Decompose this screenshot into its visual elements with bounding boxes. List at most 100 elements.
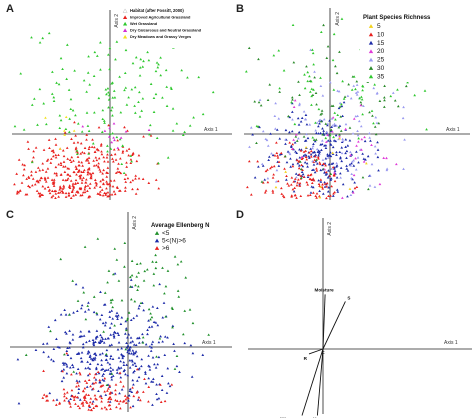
data-point xyxy=(270,152,273,155)
legend-a-entry: Improved Agricultural Grassland xyxy=(130,15,191,20)
data-point xyxy=(326,190,330,193)
data-point xyxy=(41,162,45,165)
data-point xyxy=(340,146,344,149)
data-point xyxy=(63,170,67,173)
data-point xyxy=(70,373,73,376)
data-point xyxy=(244,70,248,73)
axis1-label-b: Axis 1 xyxy=(446,127,460,133)
data-point xyxy=(136,288,139,291)
data-point xyxy=(340,17,344,20)
data-point xyxy=(311,177,315,180)
data-point xyxy=(109,397,113,401)
data-point xyxy=(294,133,298,136)
data-point xyxy=(94,378,98,381)
data-point xyxy=(108,46,112,50)
data-point xyxy=(293,186,297,190)
data-point xyxy=(338,172,342,175)
data-point xyxy=(319,30,323,33)
data-point xyxy=(271,176,275,179)
data-point xyxy=(130,390,134,393)
data-point xyxy=(65,365,69,368)
data-point xyxy=(74,147,78,151)
data-point xyxy=(80,303,84,307)
data-point xyxy=(293,194,297,197)
data-point xyxy=(108,184,112,187)
data-point xyxy=(54,165,58,169)
data-point xyxy=(319,84,323,88)
data-point xyxy=(111,114,114,117)
data-point xyxy=(344,127,348,131)
data-point xyxy=(302,110,306,113)
data-point xyxy=(88,186,92,190)
data-point xyxy=(82,176,85,179)
data-point xyxy=(129,336,133,339)
data-point xyxy=(82,389,85,393)
legend-c-marker-triangle-icon xyxy=(154,231,160,235)
data-point xyxy=(75,372,78,375)
data-point xyxy=(95,335,99,338)
data-point xyxy=(30,173,33,177)
data-point xyxy=(101,178,105,181)
data-point xyxy=(124,347,128,351)
data-point xyxy=(115,185,119,189)
data-point xyxy=(319,120,323,123)
data-point xyxy=(350,172,354,176)
legend-a-entry: Dry Meadows and Grassy Verges xyxy=(130,34,191,39)
data-point xyxy=(87,408,91,411)
data-point xyxy=(308,151,311,154)
data-point xyxy=(114,331,117,334)
data-point xyxy=(121,144,125,147)
data-point xyxy=(338,135,341,138)
data-point xyxy=(124,398,128,401)
data-point xyxy=(404,84,408,88)
data-point xyxy=(326,45,330,48)
data-point xyxy=(310,185,314,188)
data-point xyxy=(326,156,330,159)
data-point xyxy=(68,313,71,316)
data-point xyxy=(321,192,325,195)
data-point xyxy=(363,135,366,139)
data-point xyxy=(81,402,84,405)
data-point xyxy=(106,144,109,147)
data-point xyxy=(132,343,136,346)
data-point xyxy=(149,312,152,315)
data-point xyxy=(289,165,293,168)
data-point xyxy=(22,168,26,171)
data-point xyxy=(159,383,162,386)
data-point xyxy=(22,173,25,177)
data-point xyxy=(348,139,352,142)
data-point xyxy=(71,363,74,366)
data-point xyxy=(377,121,381,125)
data-point xyxy=(339,115,343,118)
data-point xyxy=(305,132,308,136)
data-point xyxy=(277,160,281,163)
data-point xyxy=(83,168,86,172)
data-point xyxy=(372,121,375,125)
data-point xyxy=(161,96,164,99)
data-point xyxy=(79,356,83,360)
data-point xyxy=(102,303,106,306)
data-point xyxy=(59,161,63,165)
data-point xyxy=(71,182,75,185)
data-point xyxy=(85,157,89,161)
data-point xyxy=(300,155,304,159)
data-point xyxy=(66,353,70,356)
data-point xyxy=(102,119,106,122)
data-point xyxy=(74,165,78,168)
data-point xyxy=(84,400,88,403)
data-point xyxy=(332,88,336,91)
data-point xyxy=(101,117,105,121)
data-point xyxy=(329,172,333,175)
data-point xyxy=(116,139,119,142)
data-point xyxy=(285,161,289,164)
data-point xyxy=(100,368,103,371)
data-point xyxy=(351,191,355,194)
data-point xyxy=(163,353,167,357)
data-point xyxy=(164,68,168,72)
data-point xyxy=(121,355,125,358)
data-point xyxy=(128,347,132,351)
data-point xyxy=(97,166,101,169)
data-point xyxy=(389,94,393,98)
data-point xyxy=(110,322,113,325)
data-point xyxy=(62,154,66,158)
